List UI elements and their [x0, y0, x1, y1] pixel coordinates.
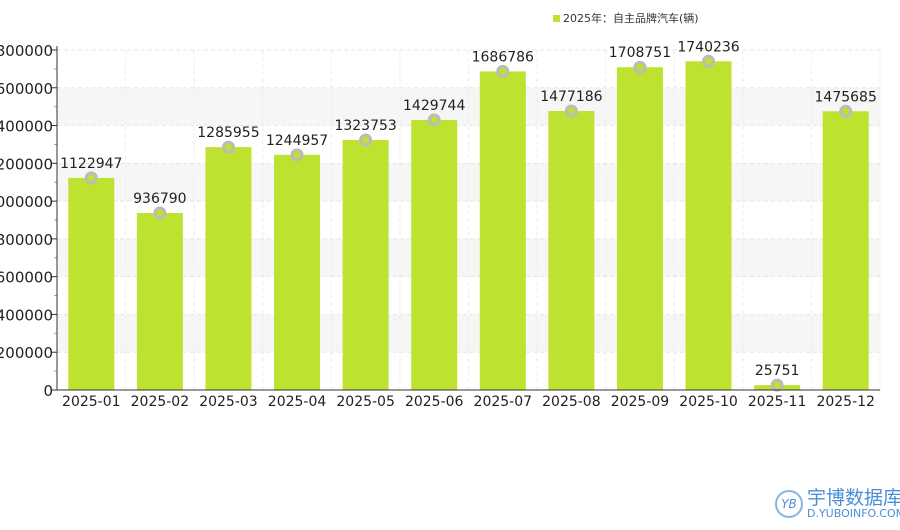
x-tick-label: 2025-03 [199, 394, 258, 410]
y-tick-label: 1400000 [0, 118, 53, 136]
watermark-logo: YB 宇博数据库 D.YUBOINFO.COM [775, 488, 900, 520]
data-label: 1740236 [677, 39, 739, 55]
data-point [427, 113, 441, 127]
legend-label: 2025年：自主品牌汽车(辆) [563, 12, 699, 25]
x-tick-label: 2025-02 [131, 394, 190, 410]
bar [685, 61, 732, 390]
logo-name: 宇博数据库 [807, 487, 900, 509]
data-point [839, 104, 853, 118]
y-tick-label: 800000 [0, 231, 53, 249]
y-tick-label: 400000 [0, 306, 53, 324]
data-point [633, 60, 647, 74]
bar [479, 71, 526, 391]
y-tick-label: 1800000 [0, 42, 53, 60]
x-tick-label: 2025-08 [542, 394, 601, 410]
y-tick-label: 200000 [0, 344, 53, 362]
data-point [359, 133, 373, 147]
data-label: 25751 [755, 363, 800, 379]
data-point [290, 148, 304, 162]
data-point [84, 171, 98, 185]
data-label: 1477186 [540, 89, 602, 105]
x-tick-label: 2025-01 [62, 394, 121, 410]
data-label: 1285955 [197, 125, 259, 141]
x-tick-label: 2025-10 [679, 394, 738, 410]
bar [548, 110, 595, 390]
bar [411, 119, 458, 390]
bar [342, 139, 389, 390]
y-tick-label: 1200000 [0, 155, 53, 173]
data-point [770, 378, 784, 392]
logo-icon: YB [775, 490, 803, 518]
bar [68, 177, 115, 390]
bar [205, 147, 252, 390]
x-tick-label: 2025-09 [611, 394, 670, 410]
data-label: 1244957 [266, 133, 328, 149]
data-point [153, 206, 167, 220]
bar [822, 111, 869, 391]
x-tick-label: 2025-05 [336, 394, 395, 410]
x-tick-label: 2025-04 [268, 394, 327, 410]
data-label: 936790 [133, 191, 186, 207]
logo-url: D.YUBOINFO.COM [807, 507, 900, 520]
y-tick-label: 0 [43, 382, 53, 400]
legend[interactable]: 2025年：自主品牌汽车(辆) [553, 10, 699, 26]
bar [274, 154, 321, 390]
data-point [496, 64, 510, 78]
data-label: 1122947 [60, 156, 122, 172]
x-tick-label: 2025-07 [474, 394, 533, 410]
bar [616, 67, 663, 390]
data-label: 1708751 [609, 45, 671, 61]
data-point [702, 54, 716, 68]
y-tick-label: 1600000 [0, 80, 53, 98]
x-tick-label: 2025-12 [816, 394, 875, 410]
legend-swatch [553, 14, 560, 22]
data-label: 1686786 [472, 49, 534, 65]
data-label: 1323753 [334, 118, 396, 134]
y-tick-label: 1000000 [0, 193, 53, 211]
bar [136, 213, 183, 390]
data-label: 1475685 [815, 89, 877, 105]
data-point [221, 140, 235, 154]
y-tick-label: 600000 [0, 269, 53, 287]
x-tick-label: 2025-06 [405, 394, 464, 410]
x-tick-label: 2025-11 [748, 394, 807, 410]
data-label: 1429744 [403, 98, 465, 114]
data-point [564, 104, 578, 118]
